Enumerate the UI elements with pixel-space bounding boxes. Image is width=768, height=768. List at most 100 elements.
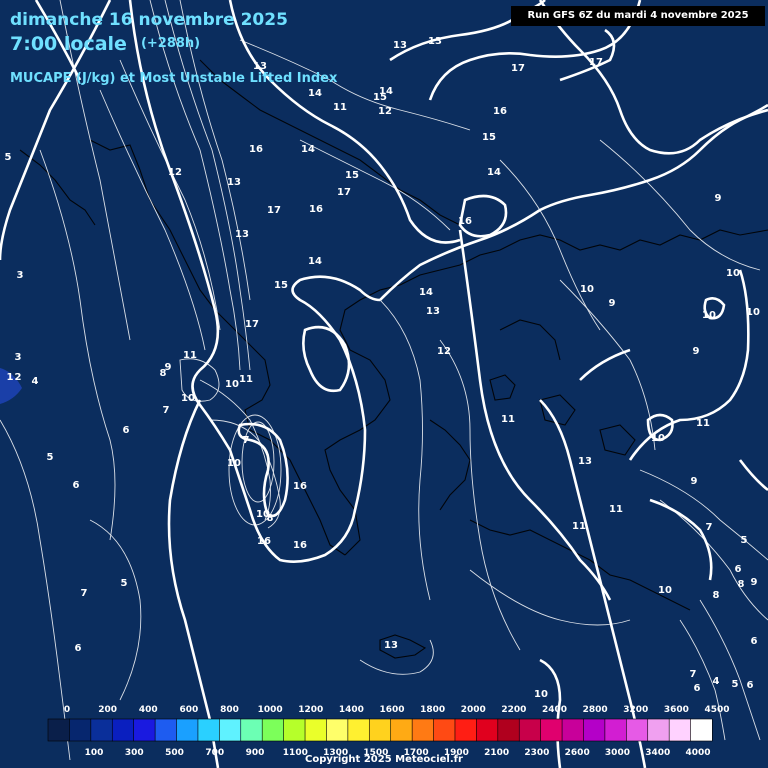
isoline-label: 9	[691, 476, 698, 487]
isoline-label: 10	[256, 509, 270, 520]
isoline-label: 14	[379, 86, 393, 97]
isoline-label: 9	[715, 193, 722, 204]
colorbar-swatch	[69, 718, 92, 742]
isoline-label: 10	[227, 458, 241, 469]
isoline-label: 10	[651, 433, 665, 444]
isoline-label: 11	[333, 102, 347, 113]
isoline-label: 7	[706, 522, 713, 533]
isoline-label: 15	[373, 92, 387, 103]
coastlines	[19, 59, 768, 659]
colorbar-bottom-tick: 300	[124, 748, 144, 758]
colorbar-bottom-tick: 100	[84, 748, 104, 758]
colorbar-swatch	[604, 718, 627, 742]
isoline-label: 11	[609, 504, 623, 515]
isoline-label: 15	[274, 280, 288, 291]
isoline-label: 6	[123, 425, 130, 436]
lead-time: (+288h)	[140, 36, 201, 51]
isoline-label: 17	[267, 205, 281, 216]
run-info-box: Run GFS 6Z du mardi 4 novembre 2025	[511, 6, 765, 26]
colorbar-top-tick: 2800	[582, 705, 608, 715]
colorbar-bottom-tick: 500	[165, 748, 184, 758]
isoline-label: 10	[580, 284, 594, 295]
isoline-label: 2	[15, 372, 22, 383]
isoline-label: 4	[32, 376, 39, 387]
copyright-notice: Copyright 2025 Meteociel.fr	[305, 754, 463, 765]
colorbar-top-tick: 4500	[704, 705, 730, 715]
colorbar-top-tick: 3200	[623, 705, 649, 715]
colorbar-bottom-tick: 1500	[363, 748, 389, 758]
isoline-label: 15	[482, 132, 496, 143]
colorbar-swatch	[47, 718, 71, 742]
isoline-label: 15	[345, 170, 359, 181]
cape-shading-west	[0, 368, 22, 404]
colorbar-swatch	[197, 718, 220, 742]
local-time: 7:00 locale	[10, 33, 127, 55]
isoline-label: 14	[308, 256, 322, 267]
colorbar-bottom-tick: 2300	[524, 748, 550, 758]
isoline-label: 16	[249, 144, 263, 155]
isoline-label: 7	[243, 435, 250, 446]
isoline-label: 9	[751, 577, 758, 588]
isoline-label: 13	[235, 229, 249, 240]
cape-colorbar	[47, 718, 713, 742]
isoline-label: 8	[738, 579, 745, 590]
colorbar-swatch	[626, 718, 649, 742]
isoline-label: 14	[308, 88, 322, 99]
colorbar-top-tick: 600	[179, 705, 199, 715]
colorbar-bottom-tick: 1900	[443, 748, 469, 758]
isoline-label: 8	[713, 590, 720, 601]
isoline-label: 16	[293, 481, 307, 492]
isoline-label: 9	[165, 362, 172, 373]
isoline-label: 17	[511, 63, 525, 74]
colorbar-swatch	[411, 718, 435, 742]
colorbar-top-tick: 3600	[663, 705, 689, 715]
colorbar-swatch	[540, 718, 563, 742]
isoline-label: 12	[378, 106, 392, 117]
isoline-label: 6	[747, 680, 754, 691]
colorbar-swatch	[304, 718, 328, 742]
isoline-label: 5	[732, 679, 739, 690]
forecast-date: dimanche 16 novembre 2025	[10, 10, 288, 30]
isoline-label: 8	[267, 513, 274, 524]
colorbar-swatch	[347, 718, 370, 742]
isoline-label: 13	[227, 177, 241, 188]
isoline-label: 10	[534, 689, 548, 700]
colorbar-swatch	[154, 718, 178, 742]
colorbar-top-tick: 800	[220, 705, 239, 715]
colorbar-top-tick: 200	[98, 705, 118, 715]
colorbar-top-tick: 1600	[379, 705, 405, 715]
isoline-label: 17	[337, 187, 351, 198]
isoline-label: 10	[726, 268, 740, 279]
isoline-label: 9	[693, 346, 700, 357]
isoline-label: 1	[7, 372, 14, 383]
colorbar-top-tick: 1800	[420, 705, 446, 715]
isoline-label: 10	[181, 393, 195, 404]
isoline-label: 14	[301, 144, 315, 155]
colorbar-bottom-tick: 2100	[484, 748, 510, 758]
colorbar-swatch	[90, 718, 113, 742]
isoline-label: 6	[73, 480, 80, 491]
parameter-title: MUCAPE (J/kg) et Most Unstable Lifted In…	[10, 71, 338, 86]
colorbar-swatch	[261, 718, 285, 742]
colorbar-top-tick: 1000	[257, 705, 283, 715]
isoline-label: 5	[121, 578, 128, 589]
isoline-label: 16	[309, 204, 323, 215]
isoline-label: 13	[578, 456, 592, 467]
colorbar-swatch	[176, 718, 199, 742]
isoline-label: 4	[713, 676, 720, 687]
isoline-label: 12	[168, 167, 182, 178]
colorbar-swatch	[326, 718, 349, 742]
colorbar-top-tick: 400	[138, 705, 158, 715]
isoline-label: 17	[245, 319, 259, 330]
colorbar-bottom-tick: 700	[205, 748, 225, 758]
isoline-label: 10	[225, 379, 239, 390]
colorbar-swatch	[454, 718, 477, 742]
isoline-label: 16	[458, 216, 472, 227]
isoline-label: 10	[702, 310, 716, 321]
colorbar-top-tick: 1400	[338, 705, 364, 715]
isoline-label: 6	[75, 643, 82, 654]
colorbar-bottom-tick: 3000	[604, 748, 630, 758]
isoline-label: 10	[658, 585, 672, 596]
